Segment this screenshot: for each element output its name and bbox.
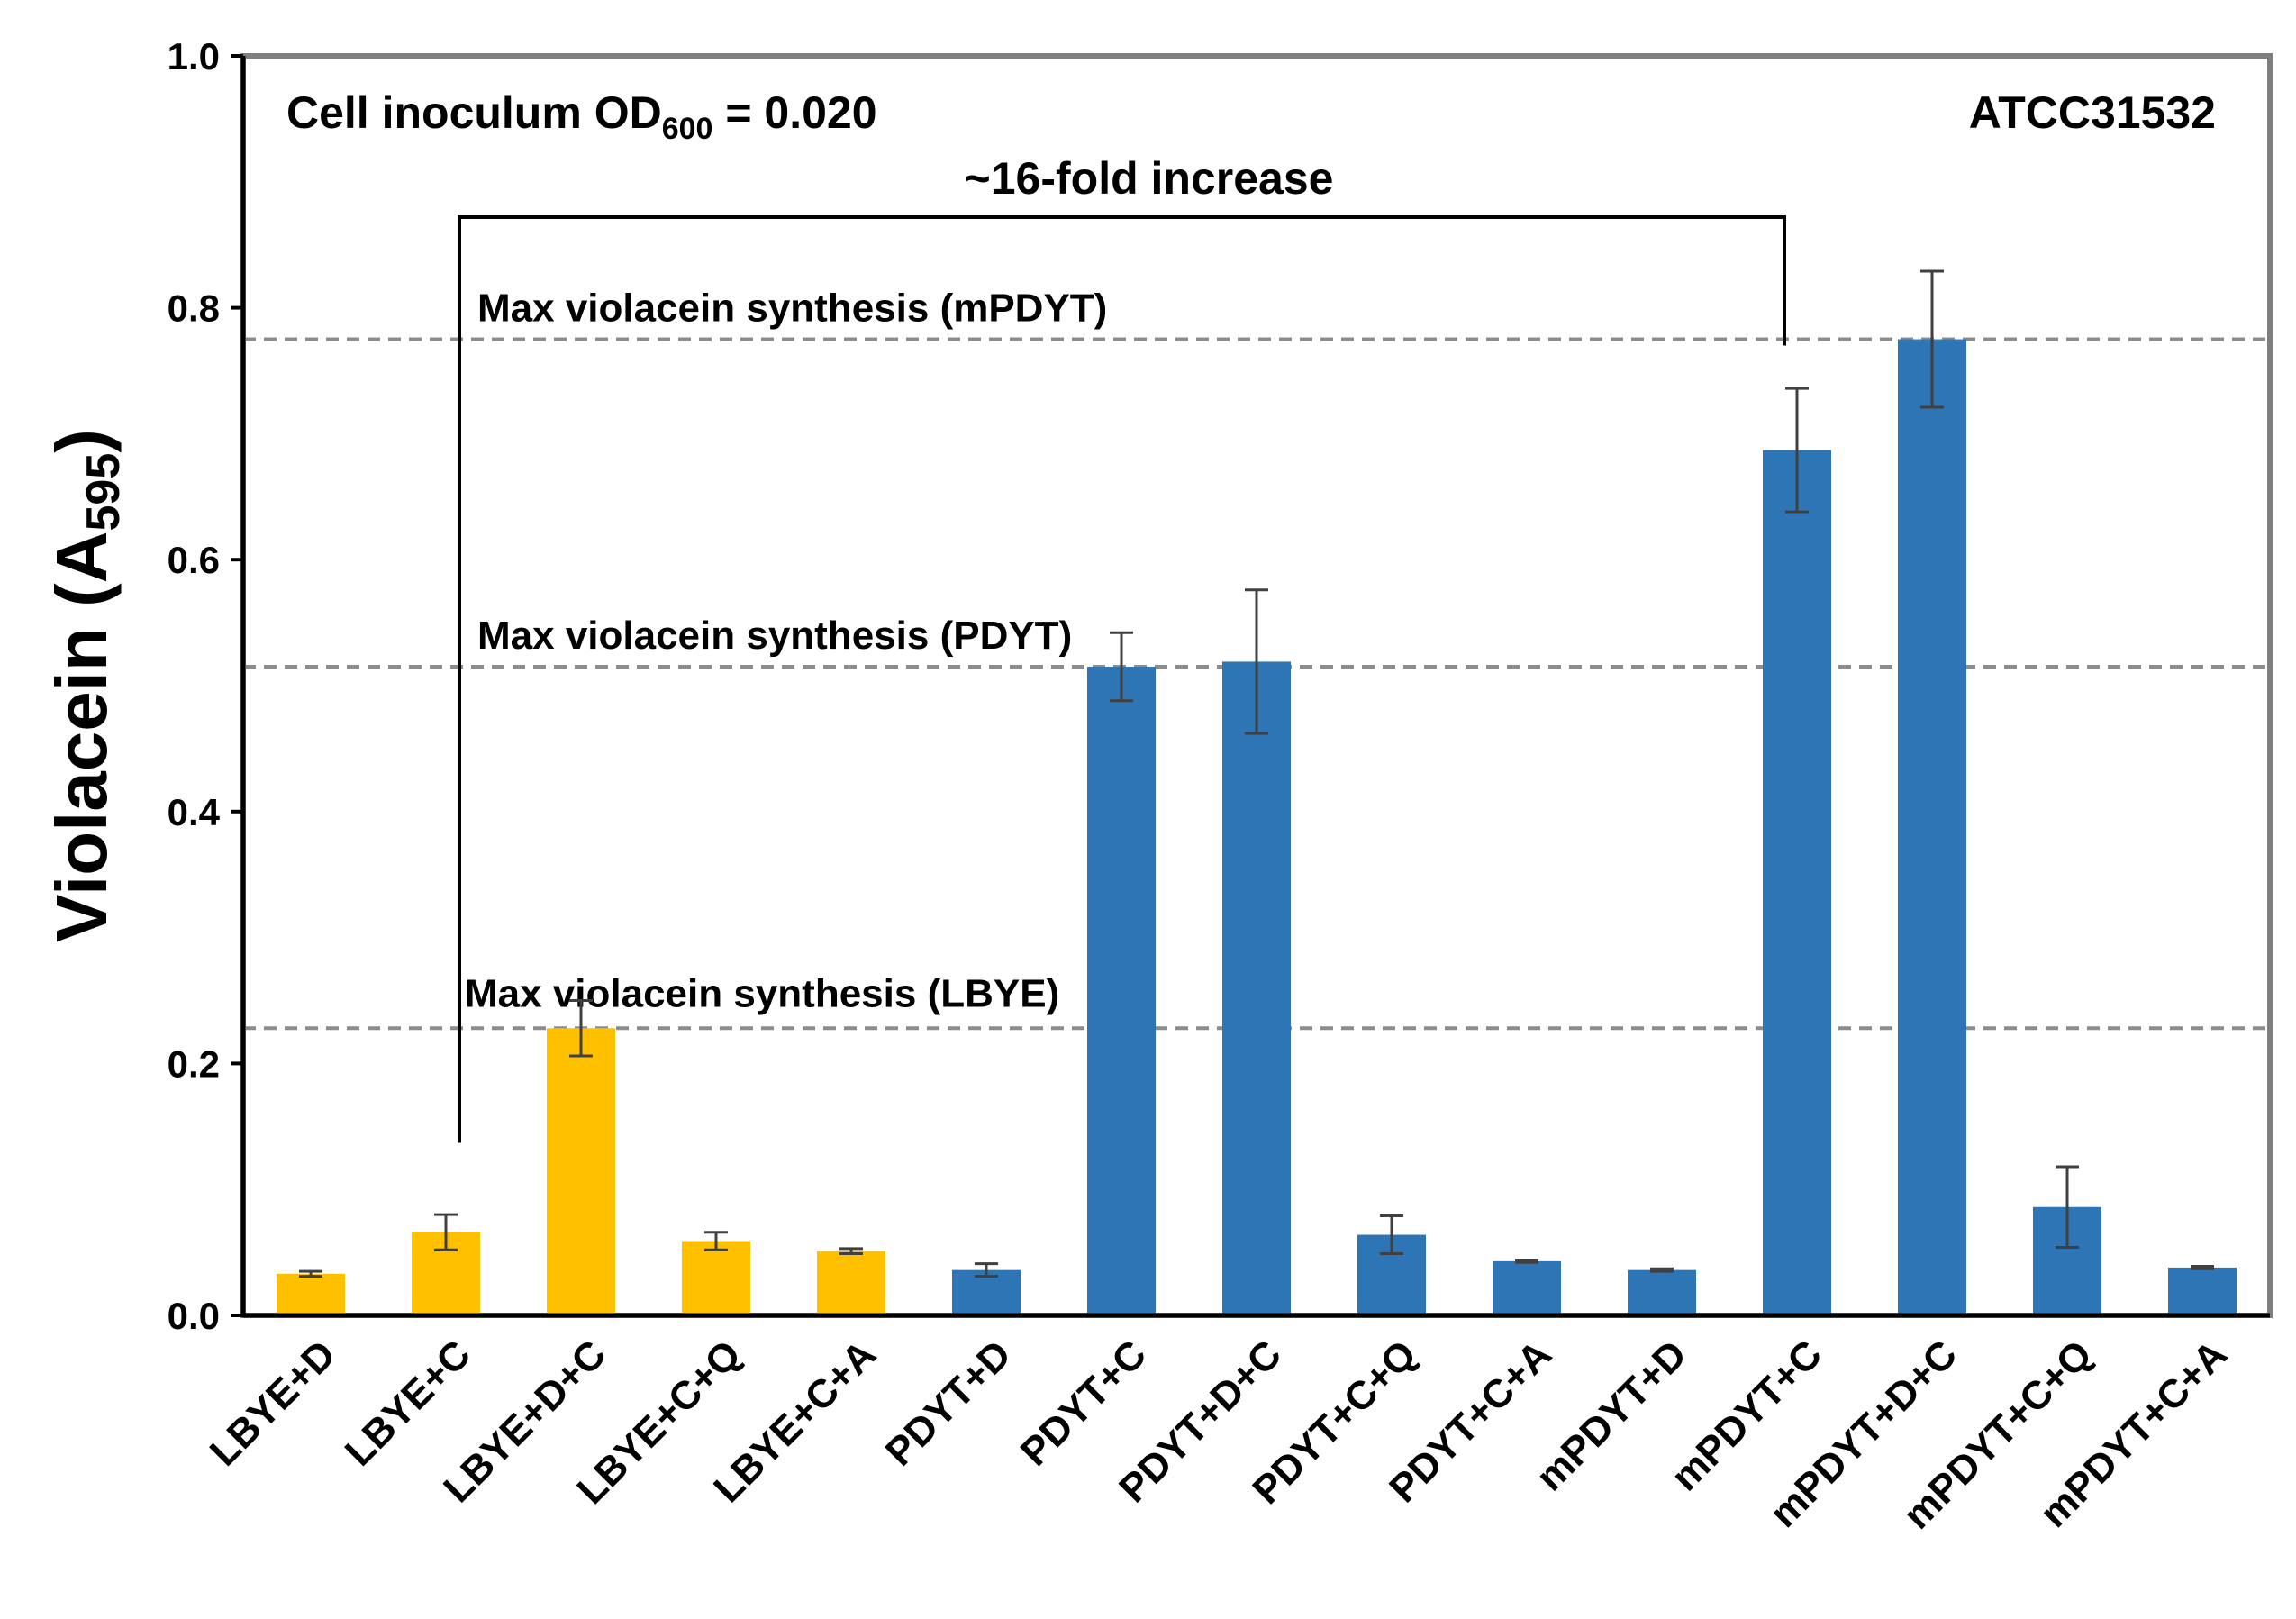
- bar: [682, 1241, 750, 1315]
- bar: [1222, 661, 1291, 1315]
- x-tick-label: PDYT+C: [1012, 1332, 1155, 1474]
- bars: [277, 339, 2237, 1316]
- bar: [1628, 1269, 1696, 1315]
- error-bars: [299, 269, 2214, 1278]
- strain-label: ATCC31532: [1969, 87, 2216, 138]
- reference-line-label: Max violacein synthesis (LBYE): [465, 971, 1059, 1015]
- y-tick-label: 1.0: [168, 35, 220, 77]
- inoculum-annotation: Cell inoculum OD600 = 0.020: [286, 87, 877, 146]
- bar: [817, 1251, 885, 1315]
- x-tick-label: LBYE+D: [202, 1332, 344, 1474]
- reference-line-label: Max violacein synthesis (PDYT): [477, 614, 1072, 658]
- bar: [547, 1028, 615, 1315]
- y-axis-title: Violacein (A595): [41, 429, 130, 942]
- x-tick-label: PDYT+D: [877, 1332, 1020, 1474]
- y-tick-label: 0.8: [168, 287, 220, 330]
- y-tick-label: 0.4: [168, 791, 221, 833]
- bar: [1087, 667, 1156, 1315]
- bar: [2168, 1267, 2237, 1315]
- annotations: Cell inoculum OD600 = 0.020 ATCC31532 ~1…: [286, 87, 2216, 1143]
- reference-line-label: Max violacein synthesis (mPDYT): [477, 287, 1107, 331]
- bar: [1763, 450, 1831, 1316]
- bar: [277, 1273, 345, 1315]
- y-tick-label: 0.6: [168, 539, 220, 581]
- y-tick-label: 0.2: [168, 1042, 220, 1085]
- x-tick-label: LBYE+C: [337, 1332, 479, 1474]
- bar: [1898, 339, 1966, 1315]
- fold-change-bracket: [458, 214, 1786, 1143]
- fold-change-label: ~16-fold increase: [965, 153, 1334, 204]
- bar: [1493, 1260, 1561, 1315]
- y-tick-label: 0.0: [168, 1295, 220, 1337]
